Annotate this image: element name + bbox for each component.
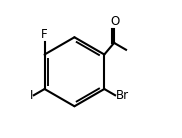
Text: O: O [110,15,120,28]
Text: Br: Br [116,89,129,102]
Text: F: F [41,28,48,41]
Text: I: I [30,89,33,102]
